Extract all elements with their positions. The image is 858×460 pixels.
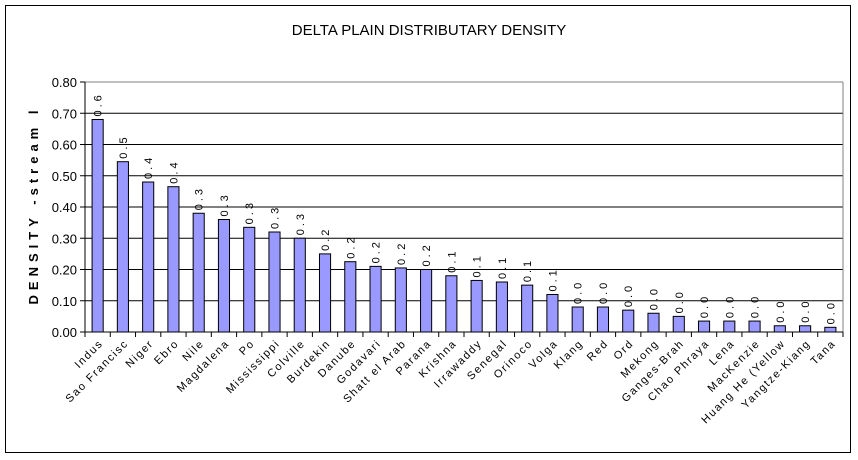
data-label: 0.5 [118, 134, 130, 158]
y-axis-label: DENSITY -stream l [26, 106, 41, 305]
bar-danube [344, 261, 357, 333]
bar-red [596, 306, 610, 333]
y-tick-label: 0.60 [52, 138, 77, 153]
bar-burdekin [318, 253, 332, 333]
data-label: 0.0 [573, 280, 585, 304]
data-label: 0.0 [674, 289, 686, 313]
chart-title: DELTA PLAIN DISTRIBUTARY DENSITY [292, 22, 567, 39]
bar-godavari [369, 265, 382, 333]
bar-ebro [167, 186, 180, 333]
bar-klang [571, 306, 584, 333]
data-label: 0.3 [270, 205, 282, 229]
data-label: 0.2 [396, 241, 408, 265]
y-tick-label: 0.30 [52, 231, 77, 246]
x-tick-label: Ebro [152, 338, 181, 367]
data-label: 0.1 [547, 267, 559, 291]
bar-nile [192, 212, 205, 333]
data-label: 0.6 [93, 92, 105, 116]
data-label: 0.3 [295, 211, 307, 235]
data-label: 0.0 [724, 294, 736, 318]
data-label: 0.0 [699, 294, 711, 318]
x-tick-label: Red [585, 338, 611, 364]
data-labels: 0.6 0.5 0.4 0.4 0.3 0.3 0.3 0.3 0.3 0.2 0.2 0.2 0.2 0… [93, 92, 838, 324]
x-tick-label: Tana [809, 338, 839, 368]
bar-tana [824, 326, 837, 333]
y-tick-label: 0.50 [52, 169, 77, 184]
y-tick-label: 0.00 [52, 325, 77, 340]
bar-colville [293, 237, 306, 333]
data-label: 0.0 [649, 286, 661, 310]
bar-niger [142, 181, 155, 333]
bar-mississippi [268, 231, 281, 333]
bar-irrawaddy [470, 279, 483, 333]
data-label: 0.0 [825, 300, 837, 324]
y-tick-label: 0.10 [52, 294, 77, 309]
data-label: 0.1 [522, 258, 534, 282]
bar-krishna [445, 275, 458, 333]
bars [91, 119, 837, 333]
bar-huang-he-yellow [773, 325, 786, 333]
bar-magdalena [217, 219, 231, 333]
data-label: 0.2 [421, 242, 433, 266]
bar-orinoco [521, 284, 534, 333]
data-label: 0.0 [800, 298, 812, 322]
data-label: 0.0 [623, 283, 635, 307]
bar-volga [546, 294, 559, 333]
bar-mackenzie [748, 320, 761, 333]
bar-po [243, 226, 256, 333]
data-label: 0.4 [143, 155, 155, 179]
data-label: 0.3 [244, 200, 256, 224]
bar-indus [91, 119, 104, 333]
data-label: 0.4 [168, 159, 180, 183]
y-tick-label: 0.70 [52, 106, 77, 121]
y-tick-label: 0.20 [52, 263, 77, 278]
bar-shatt-el-arab [394, 267, 407, 333]
data-label: 0.0 [775, 298, 787, 322]
bar-ganges-brah [672, 315, 685, 333]
bar-ord [622, 309, 635, 333]
bar-mekong [647, 312, 660, 333]
data-label: 0.2 [345, 234, 357, 258]
y-tick-label: 0.80 [52, 75, 77, 90]
bar-parana [420, 269, 433, 333]
data-label: 0.1 [472, 253, 484, 277]
data-label: 0.3 [194, 186, 206, 210]
data-label: 0.2 [371, 239, 383, 263]
x-tick-label: Po [237, 338, 257, 358]
data-label: 0.0 [598, 280, 610, 304]
data-label: 0.0 [750, 294, 762, 318]
bar-chao-phraya [697, 320, 711, 333]
y-tick-label: 0.40 [52, 200, 77, 215]
gridlines [85, 81, 844, 332]
data-label: 0.1 [446, 248, 458, 272]
bar-lena [723, 320, 736, 333]
y-tick-labels: 0.00 0.10 0.20 0.30 0.40 0.50 0.60 0.70 0.80 [52, 75, 77, 340]
axes [80, 81, 844, 337]
data-label: 0.3 [219, 192, 231, 216]
data-label: 0.2 [320, 227, 332, 251]
bar-yangtze-kiang [799, 325, 812, 333]
x-tick-label: Niger [124, 338, 157, 371]
bar-sao-francisc [116, 161, 129, 333]
data-label: 0.1 [497, 255, 509, 279]
chart-frame [5, 5, 851, 453]
bar-senegal [495, 281, 508, 333]
